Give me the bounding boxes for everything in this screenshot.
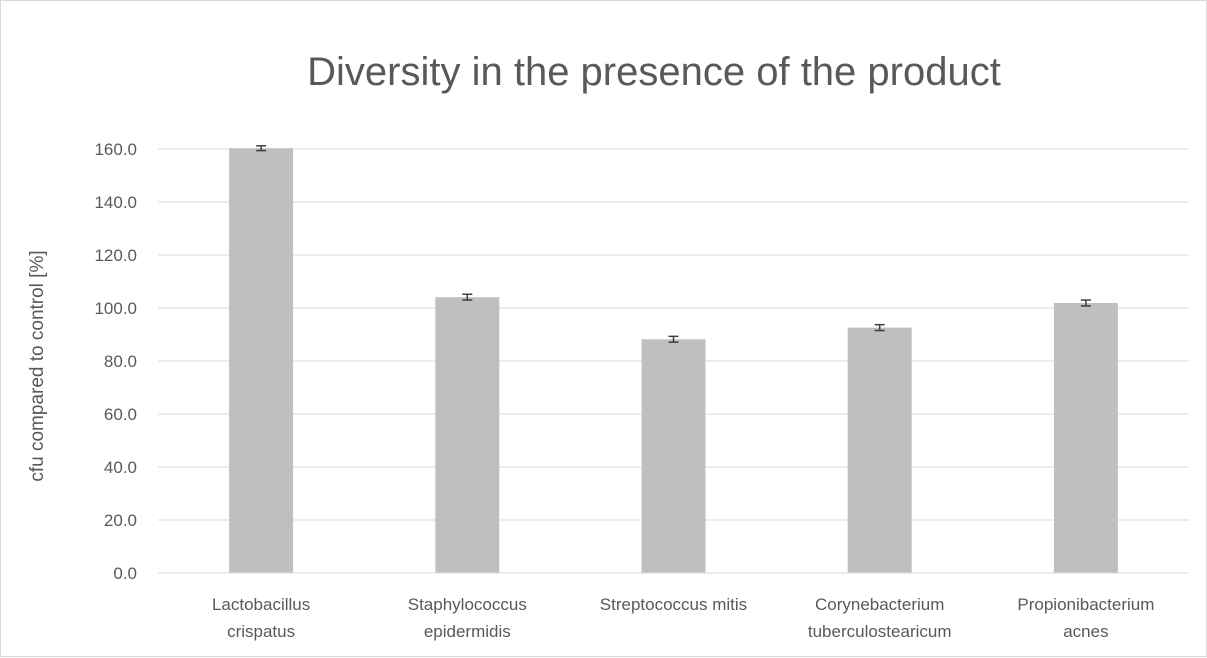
- error-bar: [668, 335, 679, 343]
- y-axis-ticks: 0.0 20.0 40.0 60.0 80.0 100.0 120.0 140.0 160.0: [94, 140, 137, 583]
- bar: [435, 297, 500, 573]
- x-category-label-line: Corynebacterium: [815, 595, 944, 614]
- error-bar: [462, 293, 473, 301]
- error-bar: [1080, 299, 1091, 307]
- x-category-label-line: tuberculostearicum: [808, 622, 952, 641]
- chart-title: Diversity in the presence of the product: [307, 50, 1001, 94]
- y-tick-label: 160.0: [94, 140, 137, 159]
- bar: [229, 148, 294, 573]
- error-bars: [256, 145, 1091, 343]
- y-tick-label: 100.0: [94, 299, 137, 318]
- y-tick-label: 80.0: [104, 352, 137, 371]
- x-category-label: Lactobacillus crispatus: [212, 595, 310, 641]
- x-category-label-line: Streptococcus mitis: [600, 595, 747, 614]
- x-category-label-line: Lactobacillus: [212, 595, 310, 614]
- x-category-label-line: Staphylococcus: [408, 595, 527, 614]
- y-tick-label: 40.0: [104, 458, 137, 477]
- y-tick-label: 140.0: [94, 193, 137, 212]
- x-category-label: Corynebacterium tuberculostearicum: [808, 595, 952, 641]
- x-category-label: Streptococcus mitis: [600, 595, 747, 614]
- x-category-label-line: acnes: [1063, 622, 1108, 641]
- y-tick-label: 120.0: [94, 246, 137, 265]
- y-axis-title: cfu compared to control [%]: [27, 250, 48, 481]
- x-category-label-line: Propionibacterium: [1017, 595, 1154, 614]
- y-tick-label: 60.0: [104, 405, 137, 424]
- y-tick-label: 0.0: [113, 564, 137, 583]
- y-tick-label: 20.0: [104, 511, 137, 530]
- x-category-label: Propionibacterium acnes: [1017, 595, 1154, 641]
- x-category-label-line: crispatus: [227, 622, 295, 641]
- x-category-label-line: epidermidis: [424, 622, 511, 641]
- bar: [1053, 302, 1118, 573]
- bar: [847, 327, 912, 573]
- error-bar: [256, 145, 267, 152]
- x-axis-categories: Lactobacillus crispatus Staphylococcus epid…: [212, 595, 1154, 641]
- bar: [641, 339, 706, 573]
- x-category-label: Staphylococcus epidermidis: [408, 595, 527, 641]
- error-bar: [874, 323, 885, 332]
- bars: [229, 148, 1118, 573]
